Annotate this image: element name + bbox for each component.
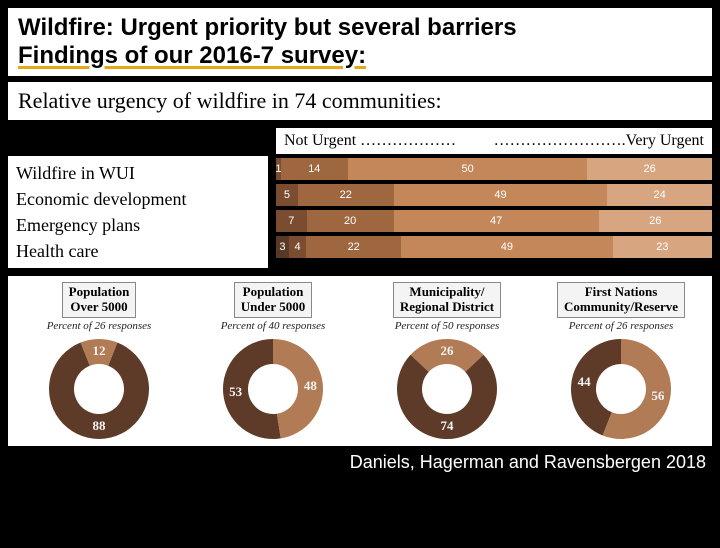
bar-segment: 47 <box>394 210 599 232</box>
bar-row-label: Wildfire in WUI <box>16 160 260 186</box>
donut-title: PopulationUnder 5000 <box>234 282 312 318</box>
donut-value-light: 26 <box>441 343 454 359</box>
donut-section: PopulationOver 5000 Percent of 26 respons… <box>8 276 712 446</box>
bar-segment: 50 <box>348 158 588 180</box>
bar-segment: 26 <box>599 210 712 232</box>
bar-segment: 22 <box>306 236 401 258</box>
bar-row-label: Health care <box>16 238 260 264</box>
bars-container: 11450265224924720472634224923 <box>276 158 712 258</box>
title-line-2: Findings of our 2016-7 survey: <box>18 42 702 70</box>
donut-cell: PopulationOver 5000 Percent of 26 respons… <box>14 282 184 444</box>
bar-row: 5224924 <box>276 184 712 206</box>
donut-value-light: 56 <box>651 388 664 404</box>
scale-left: Not Urgent ……………… <box>284 132 456 150</box>
bar-segment: 5 <box>276 184 298 206</box>
bar-chart-section: Wildfire in WUIEconomic developmentEmerg… <box>8 128 712 268</box>
citation: Daniels, Hagerman and Ravensbergen 2018 <box>0 452 720 473</box>
title-panel: Wildfire: Urgent priority but several ba… <box>8 8 712 76</box>
bar-segment: 4 <box>289 236 306 258</box>
bar-segment: 23 <box>613 236 712 258</box>
bar-segment: 3 <box>276 236 289 258</box>
donut-subtitle: Percent of 40 responses <box>221 320 326 332</box>
bar-segment: 14 <box>281 158 348 180</box>
donut-value-light: 48 <box>304 378 317 394</box>
bar-segment: 26 <box>587 158 712 180</box>
bar-segment: 49 <box>401 236 613 258</box>
bar-segment: 24 <box>607 184 712 206</box>
donut-value-dark: 44 <box>578 374 591 390</box>
bar-scale-header: Not Urgent ……………… …………………….Very Urgent <box>276 128 712 154</box>
bar-row: 7204726 <box>276 210 712 232</box>
bar-labels-box: Wildfire in WUIEconomic developmentEmerg… <box>8 156 268 268</box>
donut-value-light: 12 <box>93 343 106 359</box>
donut-title: PopulationOver 5000 <box>62 282 137 318</box>
donut-subtitle: Percent of 26 responses <box>47 320 152 332</box>
donut-value-dark: 74 <box>441 418 454 434</box>
donut-title: First NationsCommunity/Reserve <box>557 282 685 318</box>
donut-chart: 12 88 <box>44 334 154 444</box>
bar-segment: 49 <box>394 184 608 206</box>
bar-row-label: Economic development <box>16 186 260 212</box>
bar-row: 34224923 <box>276 236 712 258</box>
bar-chart-column: Not Urgent ……………… …………………….Very Urgent 1… <box>276 128 712 268</box>
bar-labels-column: Wildfire in WUIEconomic developmentEmerg… <box>8 128 268 268</box>
donut-value-dark: 53 <box>229 384 242 400</box>
donut-chart: 26 74 <box>392 334 502 444</box>
bar-segment: 7 <box>276 210 307 232</box>
donut-title: Municipality/Regional District <box>393 282 501 318</box>
donut-subtitle: Percent of 50 responses <box>395 320 500 332</box>
bar-row-label: Emergency plans <box>16 212 260 238</box>
donut-cell: First NationsCommunity/Reserve Percent of… <box>536 282 706 444</box>
donut-subtitle: Percent of 26 responses <box>569 320 674 332</box>
title-line-1: Wildfire: Urgent priority but several ba… <box>18 14 702 42</box>
donut-chart: 56 44 <box>566 334 676 444</box>
donut-cell: PopulationUnder 5000 Percent of 40 respon… <box>188 282 358 444</box>
bar-segment: 22 <box>298 184 394 206</box>
scale-right: …………………….Very Urgent <box>494 132 704 150</box>
donut-cell: Municipality/Regional District Percent of… <box>362 282 532 444</box>
subtitle-panel: Relative urgency of wildfire in 74 commu… <box>8 82 712 120</box>
donut-chart: 48 53 <box>218 334 328 444</box>
bar-segment: 20 <box>307 210 394 232</box>
donut-value-dark: 88 <box>93 418 106 434</box>
bar-row: 1145026 <box>276 158 712 180</box>
